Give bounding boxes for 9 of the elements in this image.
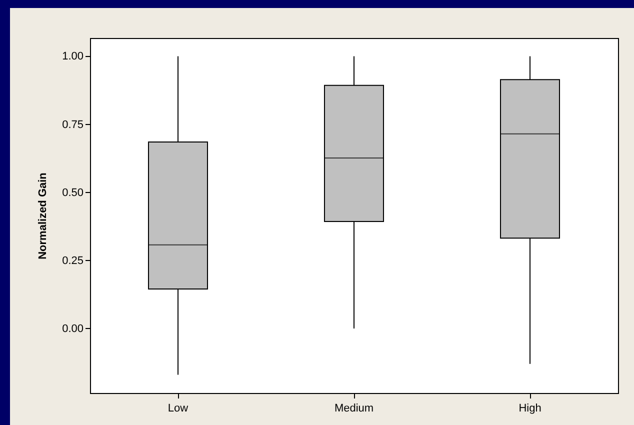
y-tick-label: 1.00 <box>62 50 84 63</box>
x-tick-label: High <box>518 402 542 414</box>
y-tick-label: 0.25 <box>62 254 84 267</box>
x-tick-label: Low <box>168 402 188 414</box>
y-tick-label: 0.50 <box>62 186 84 199</box>
y-axis-title: Normalized Gain <box>37 172 50 260</box>
x-tick-label: Medium <box>334 402 374 414</box>
y-tick-label: 0.75 <box>62 118 84 131</box>
y-tick-label: 0.00 <box>62 322 84 335</box>
